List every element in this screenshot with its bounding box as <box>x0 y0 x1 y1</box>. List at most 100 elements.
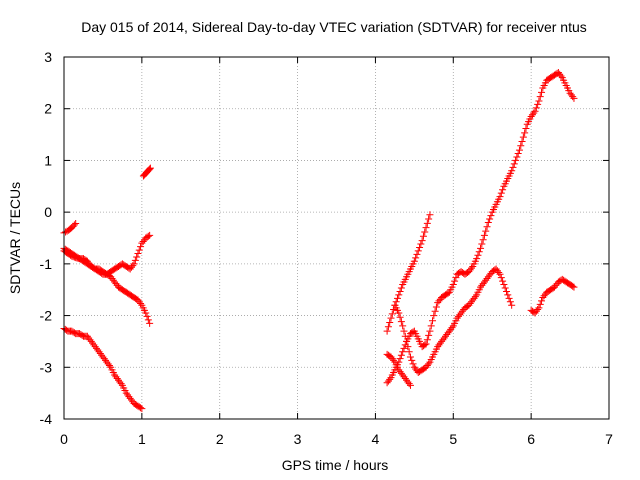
series-arc-6 <box>383 211 434 335</box>
data-point <box>449 281 457 289</box>
data-point <box>538 88 546 96</box>
data-point <box>396 313 404 321</box>
data-point <box>531 107 539 115</box>
data-point <box>496 193 504 201</box>
data-point <box>479 236 487 244</box>
data-point <box>427 322 435 330</box>
data-point <box>426 327 434 335</box>
data-point <box>72 220 80 228</box>
data-point <box>419 232 427 240</box>
data-point <box>467 264 475 272</box>
data-point <box>451 277 459 285</box>
series-arc-5 <box>60 325 146 413</box>
data-point <box>406 381 414 389</box>
data-point <box>425 215 433 223</box>
y-tick-label: -1 <box>40 256 53 272</box>
data-point <box>408 356 416 364</box>
data-point <box>570 94 578 102</box>
y-tick-label: -2 <box>40 308 53 324</box>
data-point <box>478 240 486 248</box>
data-point <box>423 336 431 344</box>
data-point <box>496 270 504 278</box>
data-point <box>146 165 154 173</box>
data-point <box>418 237 426 245</box>
data-point <box>426 211 434 219</box>
data-point <box>473 255 481 263</box>
data-point <box>530 109 538 117</box>
data-point <box>510 160 518 168</box>
y-axis-label: SDTVAR / TECUs <box>7 182 23 294</box>
data-point <box>388 310 396 318</box>
data-point <box>105 362 113 370</box>
data-point <box>535 97 543 105</box>
plot-frame <box>63 56 610 420</box>
data-point <box>62 228 70 236</box>
data-point <box>495 268 503 276</box>
data-point <box>144 232 152 240</box>
x-tick-label: 2 <box>216 431 224 447</box>
series-arc-10 <box>527 275 578 317</box>
data-point <box>406 353 414 361</box>
data-point <box>536 300 544 308</box>
data-point <box>70 221 78 229</box>
data-point <box>405 348 413 356</box>
data-point <box>137 243 145 251</box>
data-point <box>386 318 394 326</box>
data-point <box>570 283 578 291</box>
data-point <box>471 293 479 301</box>
data-point <box>505 294 513 302</box>
chart-title: Day 015 of 2014, Sidereal Day-to-day VTE… <box>81 19 587 35</box>
x-tick-label: 4 <box>372 431 380 447</box>
data-point <box>400 344 408 352</box>
data-point <box>400 327 408 335</box>
data-point <box>399 322 407 330</box>
data-point <box>387 314 395 322</box>
data-point <box>395 358 403 366</box>
data-point <box>384 323 392 331</box>
x-tick-labels: 0 1 2 3 4 5 6 7 <box>60 431 613 447</box>
data-point <box>421 341 429 349</box>
data-point <box>452 274 460 282</box>
data-point <box>146 164 154 172</box>
data-point <box>143 312 151 320</box>
data-point <box>414 247 422 255</box>
grid <box>64 57 609 419</box>
data-point <box>422 224 430 232</box>
data-point <box>142 309 150 317</box>
data-point <box>512 156 520 164</box>
data-point <box>508 167 516 175</box>
data-point <box>569 93 577 101</box>
data-point <box>137 404 145 412</box>
data-point <box>538 297 546 305</box>
data-point <box>392 298 400 306</box>
axis-ticks <box>63 56 610 420</box>
x-tick-label: 7 <box>605 431 613 447</box>
data-point <box>502 287 510 295</box>
data-point <box>144 316 152 324</box>
data-point <box>131 256 139 264</box>
data-point <box>474 251 482 259</box>
data-point <box>534 306 542 314</box>
series-arc-4 <box>139 164 154 180</box>
data-point <box>504 291 512 299</box>
data-point <box>515 146 523 154</box>
data-point <box>395 291 403 299</box>
data-point <box>396 287 404 295</box>
data-point <box>397 284 405 292</box>
data-point <box>422 340 430 348</box>
data-point <box>405 380 413 388</box>
y-tick-label: 2 <box>44 101 52 117</box>
data-point <box>480 231 488 239</box>
data-point <box>486 215 494 223</box>
data-point <box>146 231 154 239</box>
data-point <box>497 274 505 282</box>
data-point <box>146 319 154 327</box>
data-point <box>130 260 138 268</box>
data-point <box>569 282 577 290</box>
data-point <box>477 244 485 252</box>
data-point <box>432 303 440 311</box>
data-point <box>500 281 508 289</box>
data-point <box>397 318 405 326</box>
data-point <box>517 142 525 150</box>
data-point <box>534 100 542 108</box>
